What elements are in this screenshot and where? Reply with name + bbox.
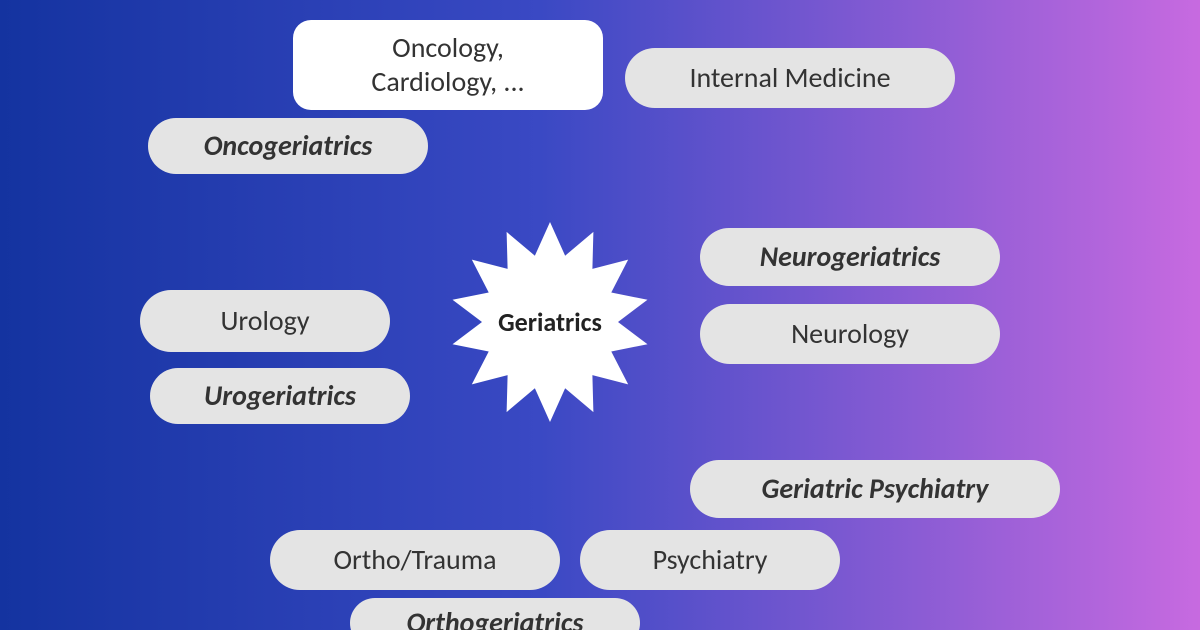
node-psychiatry: Psychiatry xyxy=(580,530,840,590)
node-urogeriatrics: Urogeriatrics xyxy=(150,368,410,424)
node-neurogeriatrics: Neurogeriatrics xyxy=(700,228,1000,286)
node-oncology-cardiology: Oncology, Cardiology, ... xyxy=(293,20,603,110)
center-label: Geriatrics xyxy=(450,222,650,422)
node-urology: Urology xyxy=(140,290,390,352)
node-neurology: Neurology xyxy=(700,304,1000,364)
node-geriatric-psychiatry: Geriatric Psychiatry xyxy=(690,460,1060,518)
node-internal-medicine: Internal Medicine xyxy=(625,48,955,108)
node-ortho-trauma: Ortho/Trauma xyxy=(270,530,560,590)
center-starburst: Geriatrics xyxy=(450,222,650,422)
node-orthogeriatrics: Orthogeriatrics xyxy=(350,598,640,630)
diagram-canvas: Geriatrics Oncology, Cardiology, ... Inter… xyxy=(0,0,1200,630)
node-oncogeriatrics: Oncogeriatrics xyxy=(148,118,428,174)
